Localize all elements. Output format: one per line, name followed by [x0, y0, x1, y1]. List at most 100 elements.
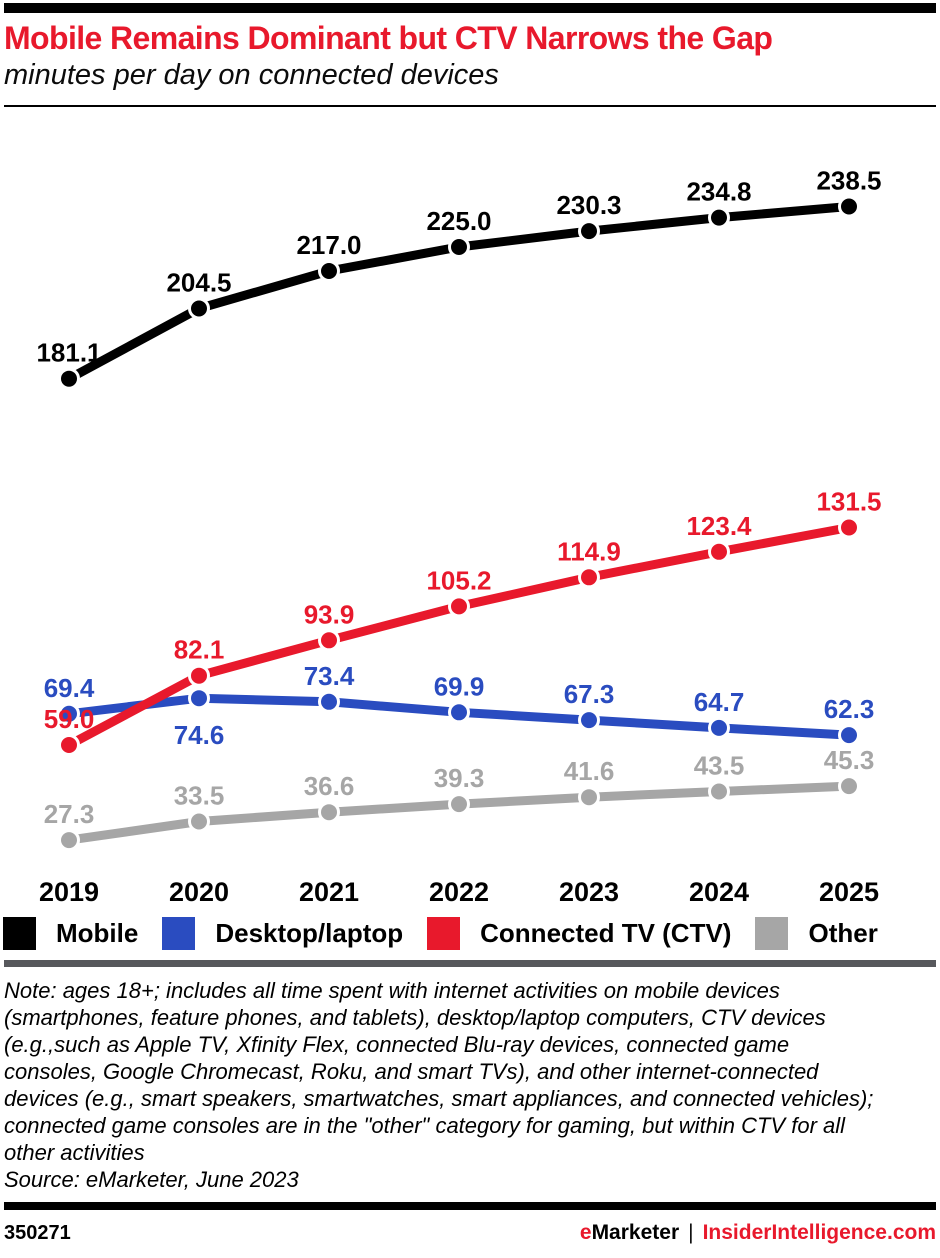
legend-item-connected-tv-ctv: Connected TV (CTV) — [427, 916, 732, 950]
data-point-mobile-2021 — [318, 259, 340, 282]
chart-subtitle: minutes per day on connected devices — [4, 58, 499, 91]
data-point-mobile-2023 — [578, 219, 600, 242]
brand-rest: Marketer — [591, 1220, 680, 1244]
data-label-other-2021: 36.6 — [304, 771, 355, 801]
legend-swatch-connected-tv-ctv — [427, 916, 461, 950]
data-point-connected-tv-ctv-2021 — [318, 629, 340, 652]
data-label-mobile-2020: 204.5 — [166, 267, 231, 297]
data-point-other-2019 — [58, 828, 80, 851]
note-line-3: (e.g.,such as Apple TV, Xfinity Flex, co… — [4, 1031, 790, 1057]
data-point-connected-tv-ctv-2024 — [708, 540, 730, 563]
data-point-connected-tv-ctv-2025 — [838, 516, 860, 539]
note-line-5: devices (e.g., smart speakers, smartwatc… — [4, 1085, 874, 1111]
line-chart: 27.3 33.5 36.6 39.3 41.6 43.5 45.3 69.4 74.6 73.4… — [36, 165, 881, 907]
data-point-connected-tv-ctv-2022 — [448, 595, 470, 618]
data-point-mobile-2019 — [58, 367, 80, 390]
data-label-mobile-2021: 217.0 — [296, 230, 361, 260]
data-point-mobile-2024 — [708, 206, 730, 229]
data-label-desktop-laptop-2020: 74.6 — [174, 720, 225, 750]
data-label-connected-tv-ctv-2022: 105.2 — [426, 565, 491, 595]
data-label-mobile-2025: 238.5 — [816, 165, 881, 195]
data-label-desktop-laptop-2022: 69.9 — [434, 671, 485, 701]
bottom-accent-bar — [4, 1201, 936, 1210]
data-point-desktop-laptop-2021 — [318, 690, 340, 713]
brand-wordmark: eMarketer | InsiderIntelligence.com — [580, 1221, 936, 1245]
legend-swatch-desktop-laptop — [162, 916, 196, 950]
data-label-connected-tv-ctv-2024: 123.4 — [686, 511, 752, 541]
legend-item-mobile: Mobile — [3, 916, 139, 950]
legend-item-other: Other — [755, 916, 878, 950]
data-label-other-2020: 33.5 — [174, 780, 225, 810]
x-axis-label-2022: 2022 — [429, 877, 489, 907]
legend-divider — [4, 959, 936, 967]
data-point-other-2021 — [318, 800, 340, 823]
data-point-other-2020 — [188, 810, 210, 833]
legend-item-desktop-laptop: Desktop/laptop — [162, 916, 404, 950]
data-label-mobile-2019: 181.1 — [36, 337, 101, 367]
note-line-6: connected game consoles are in the "othe… — [4, 1112, 846, 1138]
data-point-mobile-2020 — [188, 297, 210, 320]
data-point-desktop-laptop-2020 — [188, 686, 210, 709]
header-rule — [4, 104, 936, 107]
footer: 350271 eMarketer | InsiderIntelligence.com — [4, 1221, 936, 1245]
data-label-connected-tv-ctv-2023: 114.9 — [557, 536, 621, 566]
x-axis-label-2025: 2025 — [819, 877, 879, 907]
note-line-4: consoles, Google Chromecast, Roku, and s… — [4, 1058, 819, 1084]
legend-swatch-other — [755, 916, 789, 950]
data-label-desktop-laptop-2019: 69.4 — [44, 673, 95, 703]
data-point-other-2022 — [448, 792, 470, 815]
data-label-mobile-2024: 234.8 — [686, 176, 751, 206]
brand-e: e — [579, 1220, 592, 1244]
x-axis-label-2024: 2024 — [689, 877, 749, 907]
data-label-connected-tv-ctv-2025: 131.5 — [816, 486, 881, 516]
x-axis-label-2020: 2020 — [169, 877, 229, 907]
chart-id: 350271 — [4, 1221, 71, 1244]
note-line-7: other activities — [4, 1139, 145, 1165]
data-point-desktop-laptop-2023 — [578, 708, 600, 731]
data-label-desktop-laptop-2025: 62.3 — [824, 694, 875, 724]
legend-swatch-mobile — [3, 916, 36, 950]
data-point-connected-tv-ctv-2019 — [58, 733, 80, 756]
data-point-other-2023 — [578, 785, 600, 808]
data-label-mobile-2022: 225.0 — [426, 206, 491, 236]
chart-note: Note: ages 18+; includes all time spent … — [4, 977, 936, 1193]
brand-site: InsiderIntelligence.com — [702, 1220, 936, 1244]
legend-label-desktop-laptop: Desktop/laptop — [215, 917, 404, 948]
data-label-other-2022: 39.3 — [434, 763, 485, 793]
data-point-other-2025 — [838, 774, 860, 797]
legend: Mobile Desktop/laptop Connected TV (CTV) Ot… — [3, 916, 940, 950]
data-label-other-2023: 41.6 — [564, 756, 615, 786]
data-point-desktop-laptop-2022 — [448, 701, 470, 724]
legend-label-mobile: Mobile — [56, 917, 139, 948]
data-label-other-2024: 43.5 — [694, 750, 745, 780]
data-point-other-2024 — [708, 780, 730, 803]
legend-label-other: Other — [808, 917, 878, 948]
data-label-desktop-laptop-2023: 67.3 — [564, 679, 615, 709]
x-axis-label-2021: 2021 — [299, 877, 359, 907]
data-label-other-2019: 27.3 — [44, 799, 95, 829]
x-axis-label-2019: 2019 — [39, 877, 99, 907]
note-line-2: (smartphones, feature phones, and tablet… — [4, 1004, 826, 1030]
data-point-connected-tv-ctv-2023 — [578, 566, 600, 589]
data-point-mobile-2025 — [838, 195, 860, 218]
data-label-connected-tv-ctv-2019: 59.0 — [44, 704, 95, 734]
top-accent-bar — [4, 3, 936, 13]
data-label-connected-tv-ctv-2020: 82.1 — [174, 634, 225, 664]
data-label-mobile-2023: 230.3 — [556, 190, 621, 220]
note-line-1: Note: ages 18+; includes all time spent … — [4, 977, 780, 1003]
brand-separator: | — [688, 1220, 694, 1244]
chart-title: Mobile Remains Dominant but CTV Narrows … — [4, 20, 773, 56]
data-label-other-2025: 45.3 — [824, 745, 875, 775]
data-label-desktop-laptop-2021: 73.4 — [304, 661, 355, 691]
x-axis-label-2023: 2023 — [559, 877, 619, 907]
data-label-connected-tv-ctv-2021: 93.9 — [304, 599, 355, 629]
data-point-mobile-2022 — [448, 235, 470, 258]
legend-label-connected-tv-ctv: Connected TV (CTV) — [480, 917, 732, 948]
data-label-desktop-laptop-2024: 64.7 — [694, 687, 745, 717]
source-line: Source: eMarketer, June 2023 — [4, 1166, 299, 1192]
data-point-desktop-laptop-2024 — [708, 716, 730, 739]
data-point-desktop-laptop-2025 — [838, 723, 860, 746]
data-point-desktop-laptop-2019 — [58, 702, 80, 725]
data-point-connected-tv-ctv-2020 — [188, 664, 210, 687]
